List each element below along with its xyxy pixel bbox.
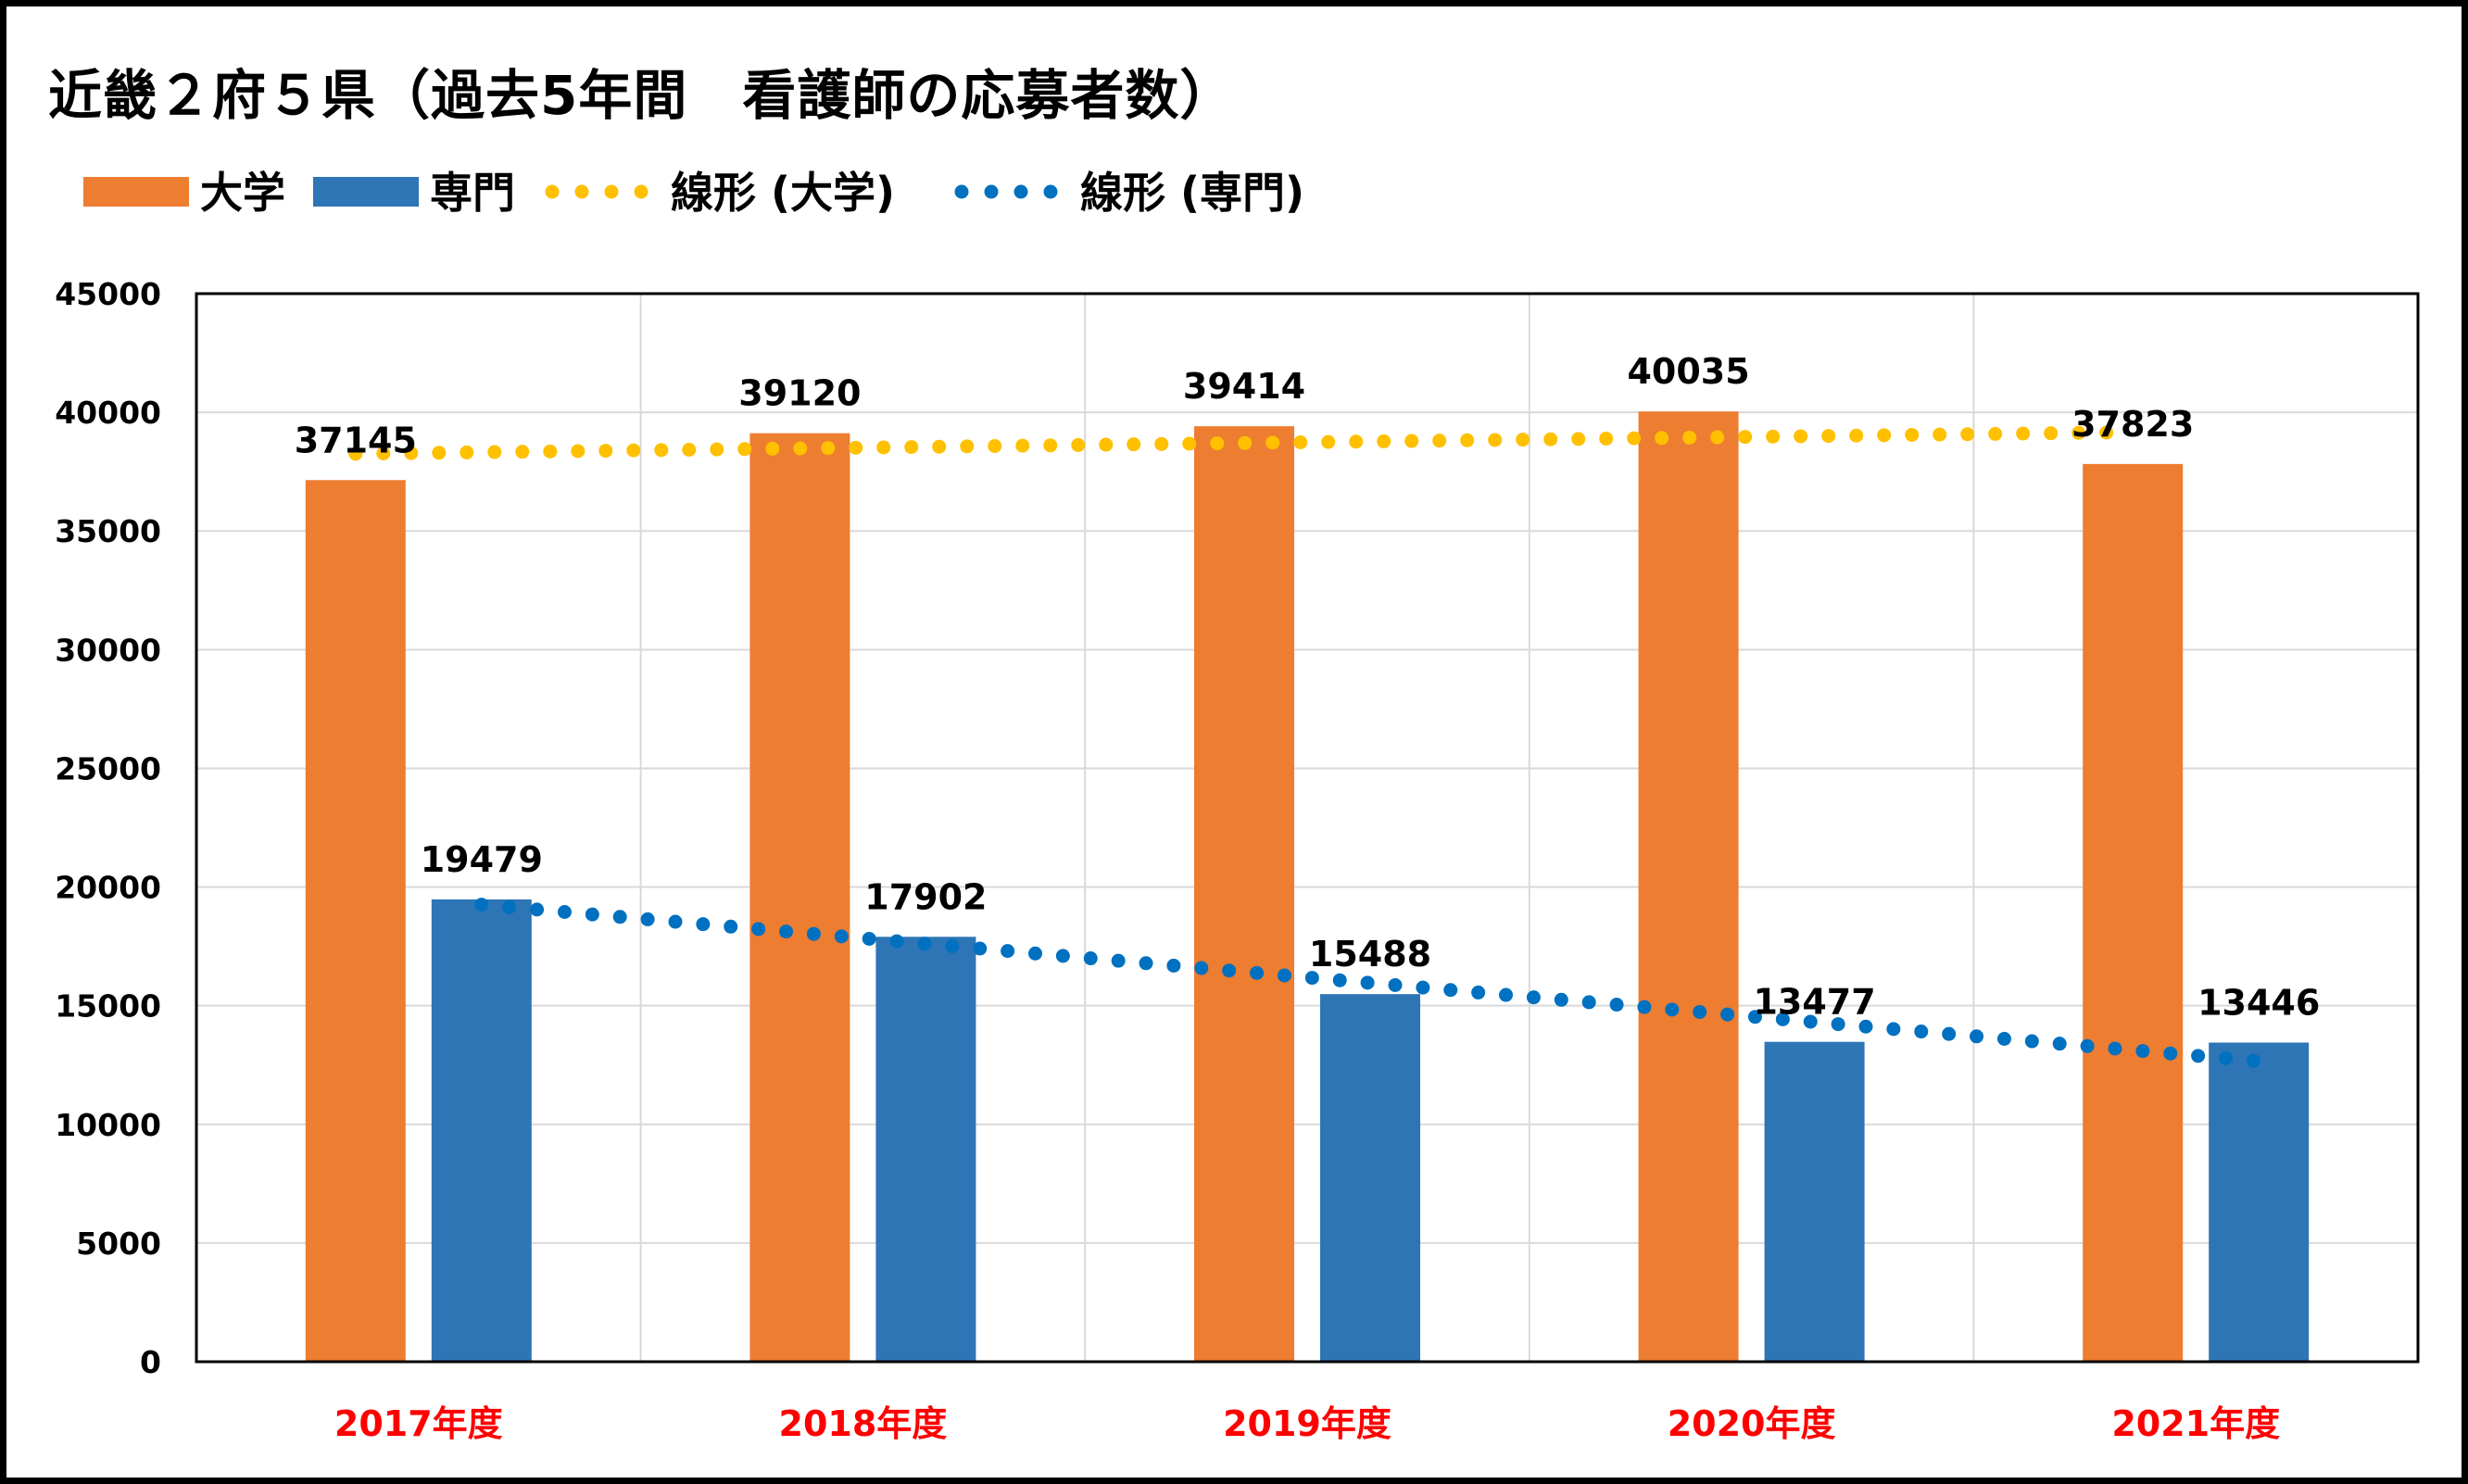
x-tick-label: 2020年度: [1668, 1403, 1836, 1444]
x-tick-label: 2017年度: [334, 1403, 503, 1444]
trendlines: [348, 425, 2266, 1069]
bar-daigaku: [749, 433, 850, 1362]
legend-swatch: [313, 177, 419, 207]
bar-senmon: [2209, 1042, 2310, 1362]
data-label: 37145: [295, 420, 417, 460]
legend-label: 線形 (専門): [1080, 168, 1304, 218]
bar-daigaku: [2083, 463, 2184, 1362]
bar-daigaku: [1638, 411, 1739, 1362]
y-tick-label: 25000: [55, 750, 161, 786]
legend-label: 専門: [430, 168, 515, 218]
legend: 大学 専門 線形 (大学) 線形 (専門): [83, 168, 1304, 218]
data-label: 37823: [2071, 404, 2194, 445]
x-tick-label: 2018年度: [779, 1403, 948, 1444]
data-label: 17902: [864, 876, 987, 917]
x-tick-label: 2019年度: [1223, 1403, 1391, 1444]
bar-daigaku: [305, 480, 406, 1362]
data-labels: 37145 19479 39120 17902 39414 15488 40035 13477…: [295, 351, 2321, 1023]
y-axis-ticks: 0 5000 10000 15000 20000 25000 30000 35000 40000…: [55, 276, 161, 1380]
trendline-daigaku: [348, 425, 2140, 461]
bar-daigaku: [1194, 426, 1294, 1362]
plot-area-border: [195, 292, 2420, 1364]
data-label: 19479: [421, 839, 543, 880]
bar-senmon: [1320, 994, 1420, 1362]
x-tick-label: 2021年度: [2111, 1403, 2280, 1444]
chart-title: 近畿２府５県（過去5年間 看護師の応募者数）: [48, 64, 1235, 127]
data-label: 13446: [2197, 982, 2320, 1023]
data-label: 15488: [1309, 934, 1431, 975]
data-label: 13477: [1753, 982, 1875, 1023]
legend-swatch: [83, 177, 189, 207]
data-label: 40035: [1627, 351, 1749, 392]
legend-label: 線形 (大学): [671, 168, 895, 218]
y-tick-label: 30000: [55, 632, 161, 668]
y-tick-label: 35000: [55, 513, 161, 549]
bar-senmon: [1764, 1041, 1865, 1362]
y-tick-label: 20000: [55, 870, 161, 906]
data-label: 39414: [1183, 366, 1305, 407]
bar-senmon: [875, 937, 976, 1362]
bars: [305, 411, 2310, 1362]
y-tick-label: 45000: [55, 276, 161, 312]
legend-label: 大学: [200, 168, 285, 218]
bar-senmon: [431, 899, 532, 1362]
y-tick-label: 15000: [55, 988, 161, 1025]
y-tick-label: 10000: [55, 1107, 161, 1143]
y-tick-label: 0: [140, 1344, 161, 1380]
trendline-senmon: [474, 898, 2266, 1069]
y-tick-label: 5000: [76, 1226, 161, 1262]
x-axis-labels: 2017年度 2018年度 2019年度 2020年度 2021年度: [334, 1403, 2280, 1444]
data-label: 39120: [738, 373, 861, 414]
y-tick-label: 40000: [55, 395, 161, 431]
